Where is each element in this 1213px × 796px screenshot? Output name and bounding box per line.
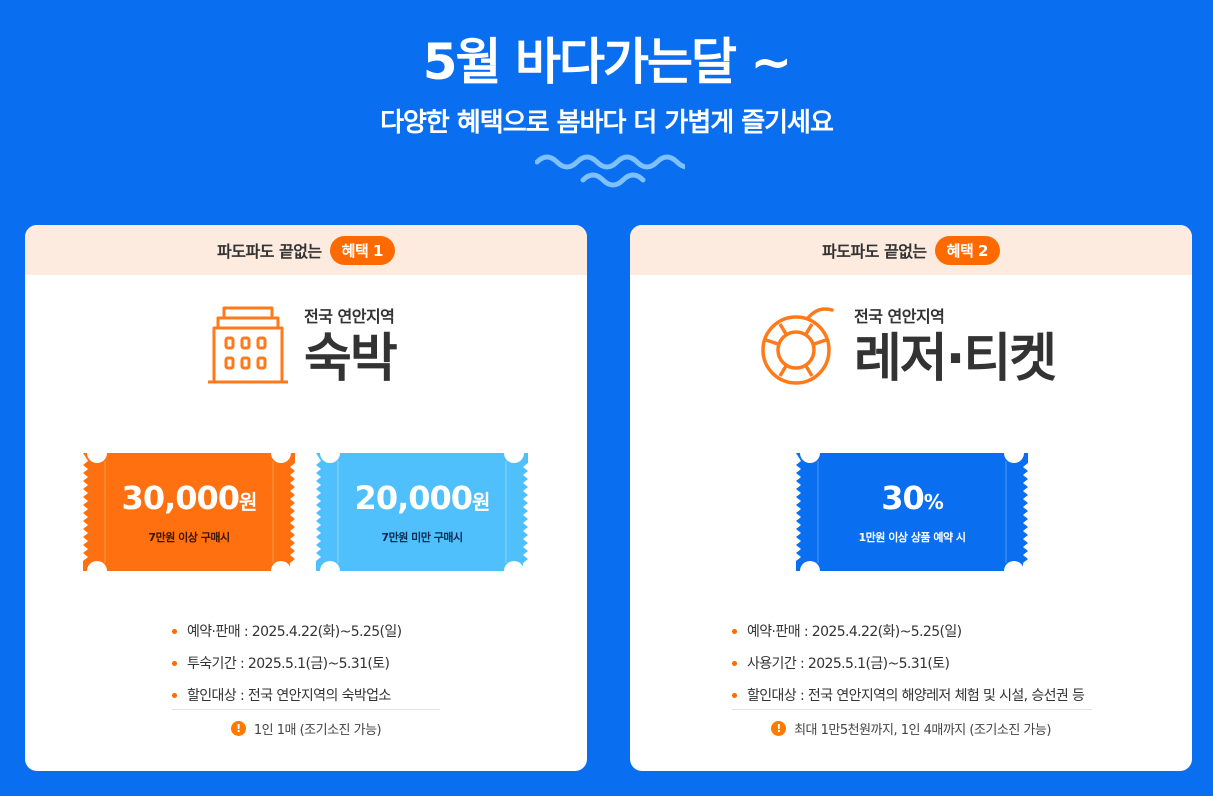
info-item-sale-period: 예약·판매 : 2025.4.22(화)~5.25(일) [732,615,1084,647]
divider [172,709,440,710]
category-block: 전국 연안지역 레저·티켓 [758,303,1057,389]
coupon-condition: 1만원 이상 상품 예약 시 [858,531,966,544]
benefit-info-list: 예약·판매 : 2025.4.22(화)~5.25(일) 사용기간 : 2025… [732,615,1085,711]
coupon-value: 30% [881,479,944,517]
info-item-target: 할인대상 : 전국 연안지역의 숙박업소 [172,679,402,711]
coupon-condition: 7만원 이상 구매시 [148,531,230,544]
alert-icon: ! [771,721,787,736]
category-block: 전국 연안지역 숙박 [208,303,398,389]
note-text: 최대 1만5천원까지, 1인 4매까지 (조기소진 가능) [794,723,1051,738]
category-subtitle: 전국 연안지역 [304,307,395,326]
coupon-30-percent: 30% 1만원 이상 상품 예약 시 [796,453,1028,571]
note-text: 1인 1매 (조기소진 가능) [253,723,382,738]
info-item-sale-period: 예약·판매 : 2025.4.22(화)~5.25(일) [172,615,402,647]
coupon-value: 30,000원 [121,479,258,517]
coupon-value: 20,000원 [354,479,491,517]
card-header-label: 파도파도 끝없는 [217,242,322,261]
category-name: 레저·티켓 [854,329,1057,389]
divider [732,709,1092,710]
card-header: 파도파도 끝없는 혜택 2 [630,225,1192,275]
info-item-target: 할인대상 : 전국 연안지역의 해양레저 체험 및 시설, 승선권 등 [732,679,1085,711]
info-item-stay-period: 투숙기간 : 2025.5.1(금)~5.31(토) [172,647,402,679]
coupon-20000: 20,000원 7만원 미만 구매시 [316,453,528,571]
page-title: 5월 바다가는달 ~ [422,33,793,91]
coupon-condition: 7만원 미만 구매시 [381,531,463,544]
ticket-shape [316,453,528,571]
card-header-label: 파도파도 끝없는 [822,242,927,261]
benefit-badge: 혜택 1 [329,235,395,265]
alert-icon: ! [230,721,246,736]
category-subtitle: 전국 연안지역 [854,307,945,326]
note: ! 1인 1매 (조기소진 가능) [25,719,587,738]
category-name: 숙박 [304,329,398,389]
ticket-shape [796,453,1028,571]
benefit-card-leisure: 파도파도 끝없는 혜택 2 전국 연안지역 레저·티켓 [630,225,1192,771]
card-header: 파도파도 끝없는 혜택 1 [25,225,587,275]
benefit-info-list: 예약·판매 : 2025.4.22(화)~5.25(일) 투숙기간 : 2025… [172,615,402,711]
wave-icon [535,154,685,188]
info-item-use-period: 사용기간 : 2025.5.1(금)~5.31(토) [732,647,1084,679]
coupon-30000: 30,000원 7만원 이상 구매시 [83,453,295,571]
building-icon [208,306,288,384]
lifebuoy-icon [761,306,834,385]
benefit-card-lodging: 파도파도 끝없는 혜택 1 전국 연안지역 숙박 [25,225,587,771]
benefit-badge: 혜택 2 [934,235,1000,265]
page-subtitle: 다양한 혜택으로 봄바다 더 가볍게 즐기세요 [380,108,834,138]
note: ! 최대 1만5천원까지, 1인 4매까지 (조기소진 가능) [630,719,1192,738]
ticket-shape [83,453,295,571]
